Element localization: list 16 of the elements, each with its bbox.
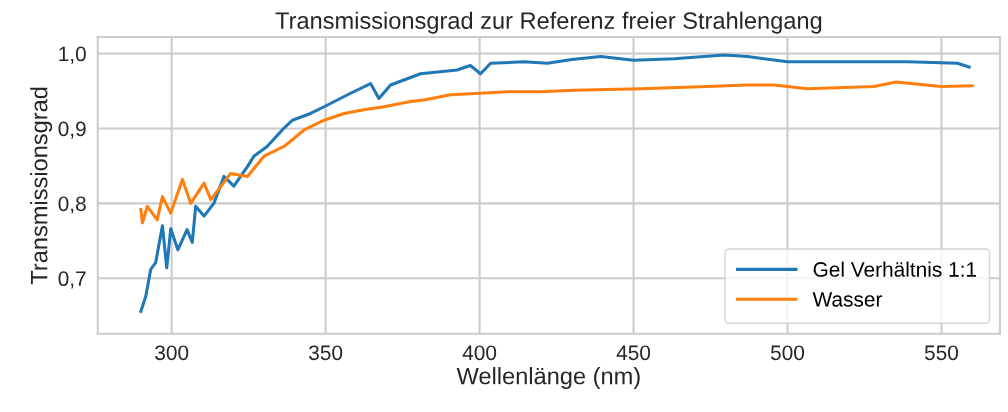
x-tick-label: 350 [309, 345, 343, 361]
legend-label: Wasser [812, 292, 883, 307]
x-tick-label: 500 [770, 345, 805, 361]
y-axis-title: Transmissionsgrad [30, 87, 53, 285]
x-tick-label: 400 [462, 345, 497, 361]
y-tick-label: 0,8 [58, 196, 86, 214]
x-tick-label: 550 [924, 345, 958, 361]
x-tick-label: 300 [155, 345, 189, 361]
legend-label: Gel Verhältnis 1:1 [813, 261, 977, 277]
x-tick-label: 450 [616, 345, 651, 361]
y-tick-label: 0,7 [58, 271, 86, 289]
x-axis-title: Wellenlänge (nm) [456, 367, 640, 390]
line-series [139, 80, 974, 225]
y-tick-label: 1,0 [59, 46, 86, 64]
y-tick-label: 0,9 [58, 121, 86, 139]
chart-title: Transmissionsgrad zur Referenz freier Strahlengang [275, 11, 822, 34]
